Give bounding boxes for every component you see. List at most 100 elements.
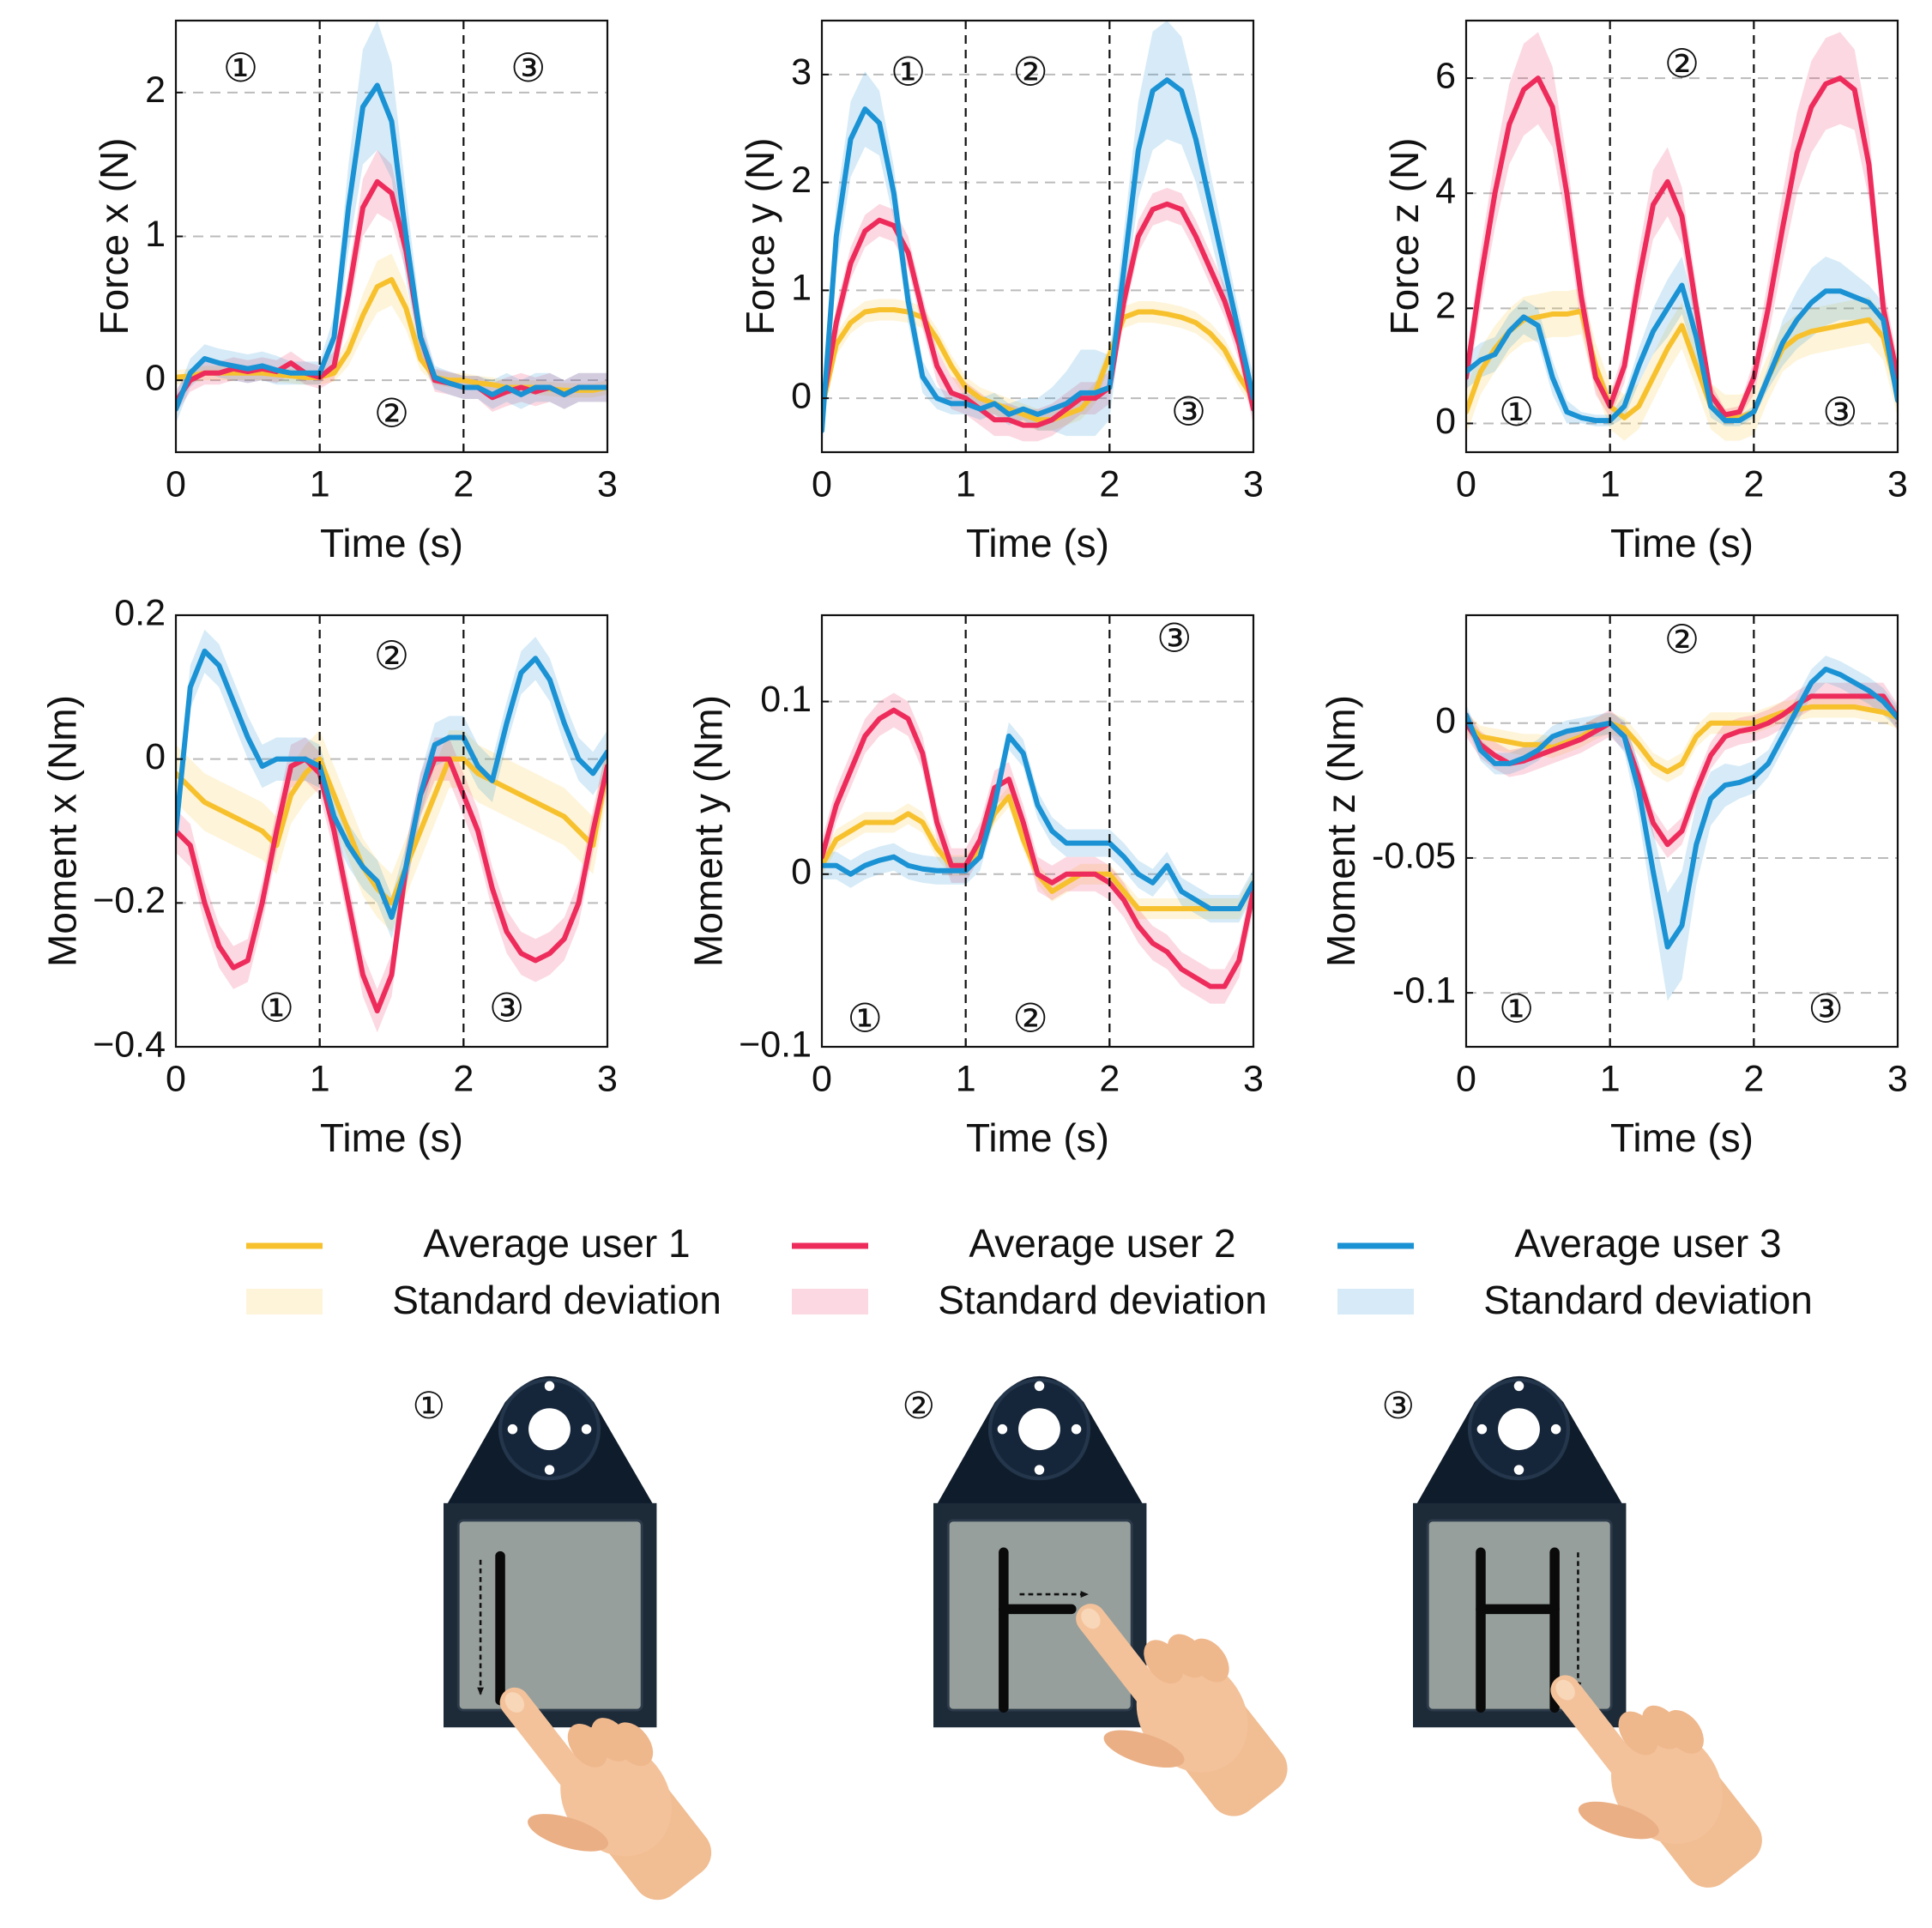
- x-axis-label: Time (s): [966, 1115, 1109, 1160]
- legend-label: Standard deviation: [1483, 1278, 1813, 1322]
- thumb: [528, 1814, 609, 1852]
- average-line: [822, 733, 1253, 912]
- index-finger: [499, 1687, 601, 1809]
- average-line: [1466, 704, 1898, 775]
- y-axis-label: Force x (N): [92, 138, 136, 335]
- plot-area: [1466, 32, 1898, 441]
- x-tick-label: 0: [1456, 1058, 1476, 1099]
- y-axis-label: Force y (N): [738, 138, 782, 335]
- step-illustration: ③: [1381, 1375, 1762, 1888]
- touch-pad: [946, 1519, 1133, 1712]
- std-band: [822, 692, 1253, 1004]
- plot-frame: [820, 613, 1255, 1049]
- phase-annotation: ③: [1808, 986, 1844, 1032]
- screw: [581, 1423, 592, 1435]
- y-axis-label: Moment x (Nm): [39, 695, 84, 967]
- average-line: [176, 756, 607, 906]
- x-tick-label: 3: [1243, 1058, 1264, 1099]
- y-tick-label: 0.2: [114, 592, 166, 633]
- y-tick-label: 2: [1435, 286, 1456, 327]
- nail: [1081, 1608, 1101, 1629]
- step-label: ①: [412, 1385, 445, 1428]
- mount-hole: [1498, 1408, 1540, 1451]
- average-line: [822, 307, 1253, 423]
- std-band: [1466, 682, 1898, 858]
- y-tick-label: 1: [791, 268, 812, 309]
- phase-annotation: ③: [510, 45, 546, 91]
- phase-annotation: ③: [1822, 389, 1857, 435]
- touch-pad: [1426, 1519, 1613, 1712]
- screw: [997, 1423, 1008, 1435]
- phase-annotation: ②: [374, 632, 409, 679]
- x-axis-label: Time (s): [320, 1115, 463, 1160]
- x-axis-label: Time (s): [1610, 1115, 1754, 1160]
- legend-band: [1337, 1289, 1414, 1315]
- x-axis-label: Time (s): [966, 521, 1109, 565]
- plot-area: [176, 21, 607, 424]
- phase-annotation: ①: [891, 48, 926, 94]
- x-tick-label: 1: [1600, 463, 1621, 505]
- chart: 0 2 4 6 0 1 2 3 ② ① ③ Time (s) Force z (N): [1382, 19, 1908, 565]
- screw: [544, 1381, 555, 1392]
- phase-annotation: ②: [1012, 994, 1048, 1041]
- legend-label: Average user 2: [969, 1221, 1235, 1266]
- y-tick-label: -0.1: [1392, 970, 1456, 1011]
- phase-annotation: ①: [259, 985, 294, 1031]
- hand: [1076, 1604, 1288, 1816]
- screw: [1476, 1423, 1488, 1435]
- phase-annotation: ②: [1664, 616, 1700, 662]
- x-tick-label: 3: [1243, 463, 1264, 505]
- phase-annotation: ①: [1499, 389, 1534, 435]
- x-tick-label: 0: [166, 463, 186, 505]
- std-band: [176, 21, 607, 424]
- average-line: [1466, 282, 1898, 424]
- average-line: [822, 201, 1253, 428]
- screw: [1513, 1381, 1524, 1392]
- legend-band: [246, 1289, 323, 1315]
- screw: [1071, 1423, 1082, 1435]
- chart: 0 1 2 0 1 2 3 ① ③ ② Time (s) Force x (N): [92, 19, 618, 565]
- arrow-head: [477, 1687, 484, 1695]
- plot-frame: [1464, 19, 1899, 454]
- x-tick-label: 3: [1887, 463, 1908, 505]
- hand: [1550, 1675, 1762, 1888]
- x-tick-label: 1: [956, 463, 976, 505]
- phase-annotation: ①: [1499, 986, 1534, 1032]
- phase-annotation: ①: [848, 994, 883, 1041]
- std-band: [176, 730, 607, 932]
- average-line: [822, 707, 1253, 989]
- plot-area: [1466, 656, 1898, 1001]
- average-line: [176, 82, 607, 412]
- phase-annotation: ③: [1156, 615, 1192, 662]
- phase-annotation: ②: [374, 390, 409, 437]
- y-tick-label: 2: [145, 70, 166, 111]
- legend-label: Standard deviation: [938, 1278, 1267, 1322]
- step-illustration: ①: [412, 1375, 712, 1901]
- touch-pad: [456, 1519, 643, 1712]
- knuckle: [613, 1722, 654, 1767]
- x-axis-label: Time (s): [1610, 521, 1754, 565]
- screw: [544, 1465, 555, 1475]
- plot-frame: [820, 19, 1255, 454]
- x-tick-label: 0: [812, 1058, 832, 1099]
- chart: 0 1 2 3 0 1 2 3 ① ② ③ Time (s) Force y (N): [738, 19, 1264, 565]
- thumb: [1103, 1730, 1185, 1768]
- legend-label: Average user 3: [1514, 1221, 1781, 1266]
- average-line: [176, 648, 607, 921]
- x-tick-label: 1: [310, 463, 330, 505]
- x-tick-label: 1: [310, 1058, 330, 1099]
- legend-label: Standard deviation: [392, 1278, 721, 1322]
- screw: [1034, 1381, 1045, 1392]
- std-band: [1466, 287, 1898, 441]
- x-axis-label: Time (s): [320, 521, 463, 565]
- y-tick-label: 0: [145, 358, 166, 399]
- phase-annotation: ③: [1171, 388, 1206, 434]
- y-axis-label: Force z (N): [1382, 138, 1427, 335]
- arrow-head: [1080, 1591, 1089, 1599]
- legend-label: Average user 1: [423, 1221, 690, 1266]
- y-axis-label: Moment z (Nm): [1319, 695, 1363, 967]
- plot-frame: [174, 19, 609, 454]
- chart: −0.4 −0.2 0 0.2 0 1 2 3 ② ① ③ Time (s) Moment x (Nm): [39, 592, 618, 1160]
- y-tick-label: 0.1: [760, 679, 812, 720]
